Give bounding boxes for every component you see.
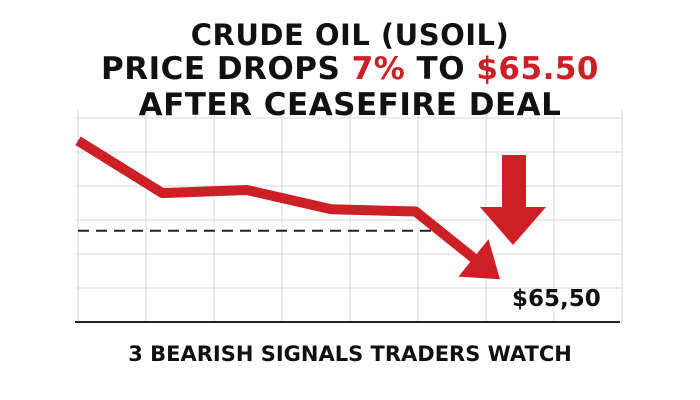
target-price: $65.50 (476, 51, 599, 87)
trend-arrowhead (458, 239, 500, 280)
price-trend-line (75, 136, 480, 265)
subheadline: 3 BEARISH SIGNALS TRADERS WATCH (128, 342, 572, 366)
headline-line-1: CRUDE OIL (USOIL) (190, 18, 510, 52)
headline-prefix: PRICE DROPS (100, 51, 352, 87)
drop-percent: 7% (351, 51, 406, 87)
headline-line-2: PRICE DROPS 7% TO $65.50 (0, 50, 700, 88)
down-arrow-icon (480, 155, 546, 245)
headline-middle: TO (405, 51, 477, 87)
headline-line-3: AFTER CEASEFIRE DEAL (138, 87, 562, 123)
price-end-label: $65,50 (512, 286, 601, 312)
